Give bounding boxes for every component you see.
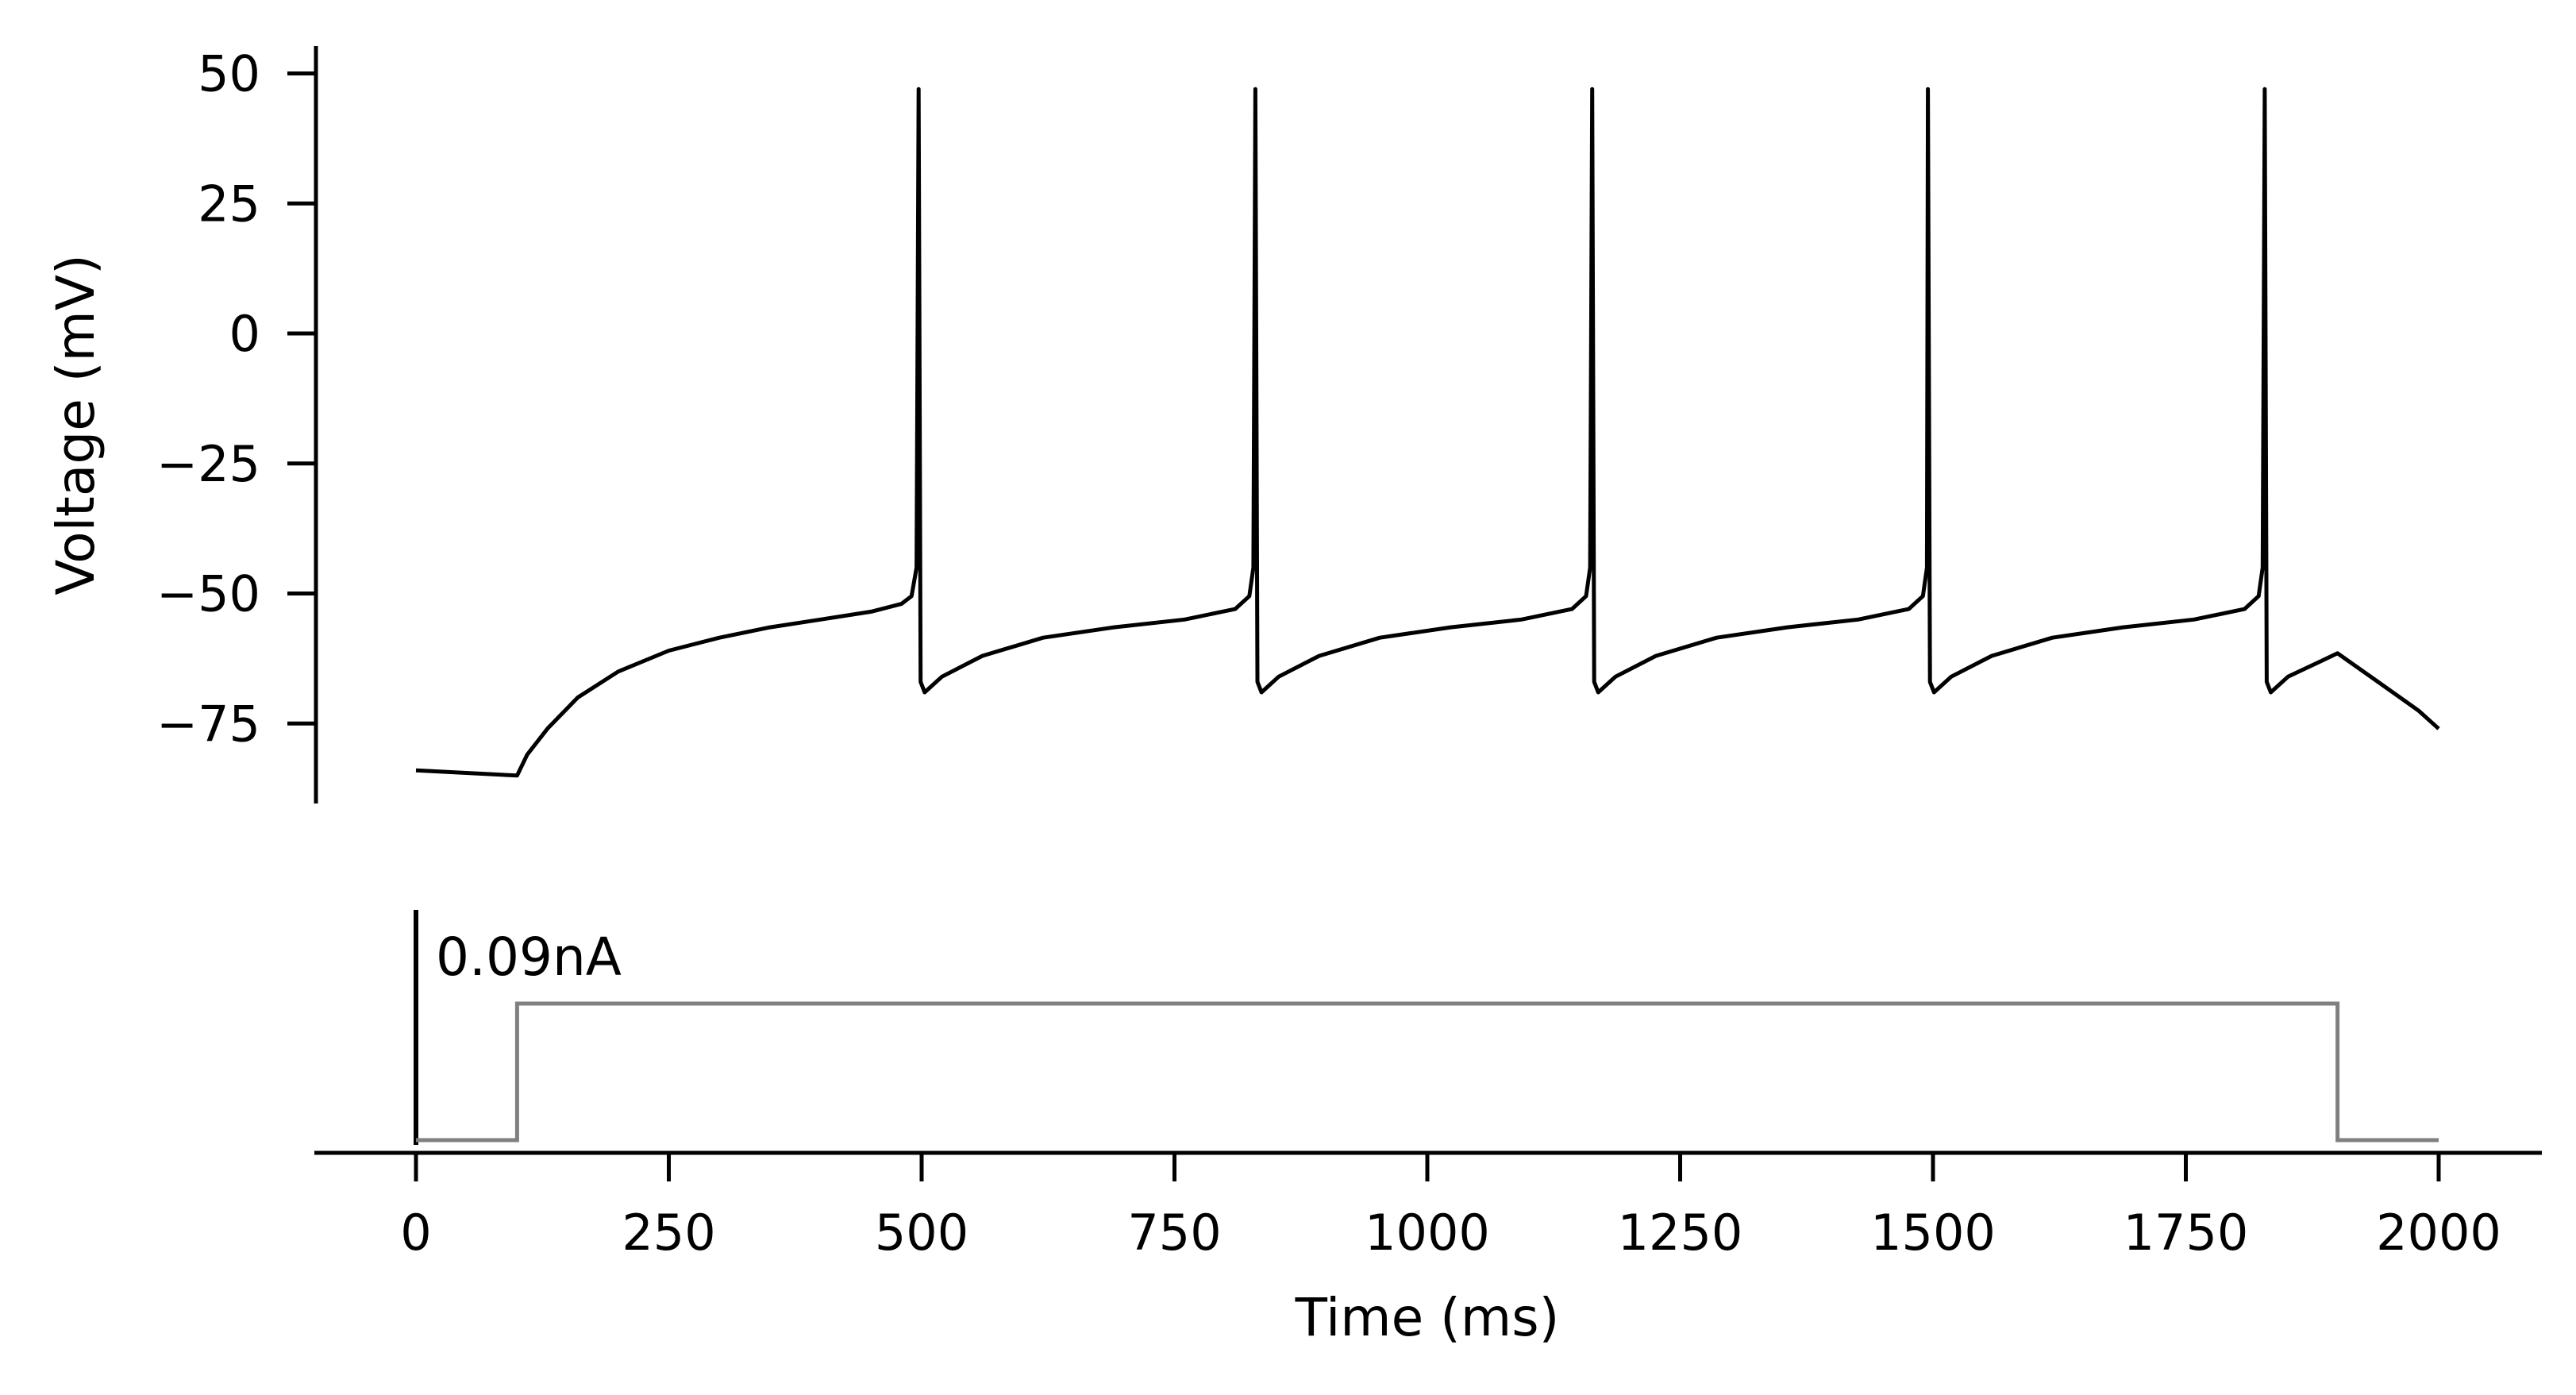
- x-axis-label: Time (ms): [1295, 1287, 1560, 1348]
- y-tick-label: −25: [156, 435, 260, 493]
- x-tick-label: 500: [875, 1204, 968, 1262]
- current-panel: 0 250 500 750 1000 1250 1500 1750 2000 0.09nA Ti…: [314, 910, 2542, 1348]
- y-axis-label: Voltage (mV): [45, 254, 106, 595]
- voltage-panel: 50 25 0 −25 −50 −75 Voltage (mV): [45, 45, 2440, 803]
- current-step-line: [416, 1001, 2439, 1143]
- x-tick-label: 1000: [1365, 1204, 1490, 1262]
- y-tick-label: −75: [156, 695, 260, 753]
- y-axis-ticks: 50 25 0 −25 −50 −75: [156, 45, 316, 753]
- y-tick-label: 25: [198, 175, 260, 233]
- x-tick-label: 750: [1127, 1204, 1221, 1262]
- x-axis-ticks: 0 250 500 750 1000 1250 1500 1750 2000: [400, 1153, 2501, 1262]
- y-tick-label: 50: [198, 45, 260, 103]
- x-tick-label: 0: [400, 1204, 431, 1262]
- current-scale-label: 0.09nA: [436, 927, 622, 988]
- x-tick-label: 1750: [2124, 1204, 2249, 1262]
- x-tick-label: 250: [622, 1204, 715, 1262]
- y-tick-label: 0: [229, 305, 260, 363]
- y-tick-label: −50: [156, 565, 260, 623]
- voltage-trace-line: [415, 87, 2440, 778]
- x-tick-label: 1500: [1870, 1204, 1996, 1262]
- x-tick-label: 1250: [1618, 1204, 1743, 1262]
- x-tick-label: 2000: [2376, 1204, 2501, 1262]
